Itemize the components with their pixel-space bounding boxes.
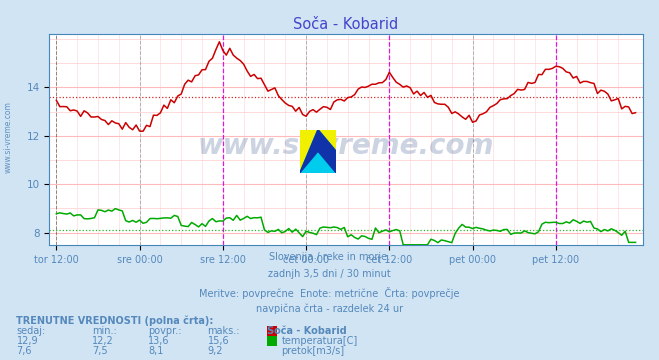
Text: min.:: min.: <box>92 326 117 336</box>
Text: 9,2: 9,2 <box>208 346 223 356</box>
Polygon shape <box>300 130 336 173</box>
Text: TRENUTNE VREDNOSTI (polna črta):: TRENUTNE VREDNOSTI (polna črta): <box>16 315 214 325</box>
Text: Soča - Kobarid: Soča - Kobarid <box>267 326 347 336</box>
Text: pretok[m3/s]: pretok[m3/s] <box>281 346 345 356</box>
Text: maks.:: maks.: <box>208 326 240 336</box>
Text: 7,6: 7,6 <box>16 346 32 356</box>
Text: 8,1: 8,1 <box>148 346 163 356</box>
Text: 15,6: 15,6 <box>208 336 229 346</box>
Text: temperatura[C]: temperatura[C] <box>281 336 358 346</box>
Polygon shape <box>300 130 336 173</box>
Text: 12,2: 12,2 <box>92 336 114 346</box>
Text: 7,5: 7,5 <box>92 346 108 356</box>
Text: Slovenija / reke in morje.: Slovenija / reke in morje. <box>269 252 390 262</box>
Text: www.si-vreme.com: www.si-vreme.com <box>3 101 13 173</box>
Text: zadnjh 3,5 dni / 30 minut: zadnjh 3,5 dni / 30 minut <box>268 269 391 279</box>
Text: 12,9: 12,9 <box>16 336 38 346</box>
Text: Meritve: povprečne  Enote: metrične  Črta: povprečje: Meritve: povprečne Enote: metrične Črta:… <box>199 287 460 298</box>
Text: povpr.:: povpr.: <box>148 326 182 336</box>
Text: navpična črta - razdelek 24 ur: navpična črta - razdelek 24 ur <box>256 304 403 314</box>
Text: sedaj:: sedaj: <box>16 326 45 336</box>
Text: 13,6: 13,6 <box>148 336 170 346</box>
Text: www.si-vreme.com: www.si-vreme.com <box>198 132 494 160</box>
Title: Soča - Kobarid: Soča - Kobarid <box>293 17 399 32</box>
